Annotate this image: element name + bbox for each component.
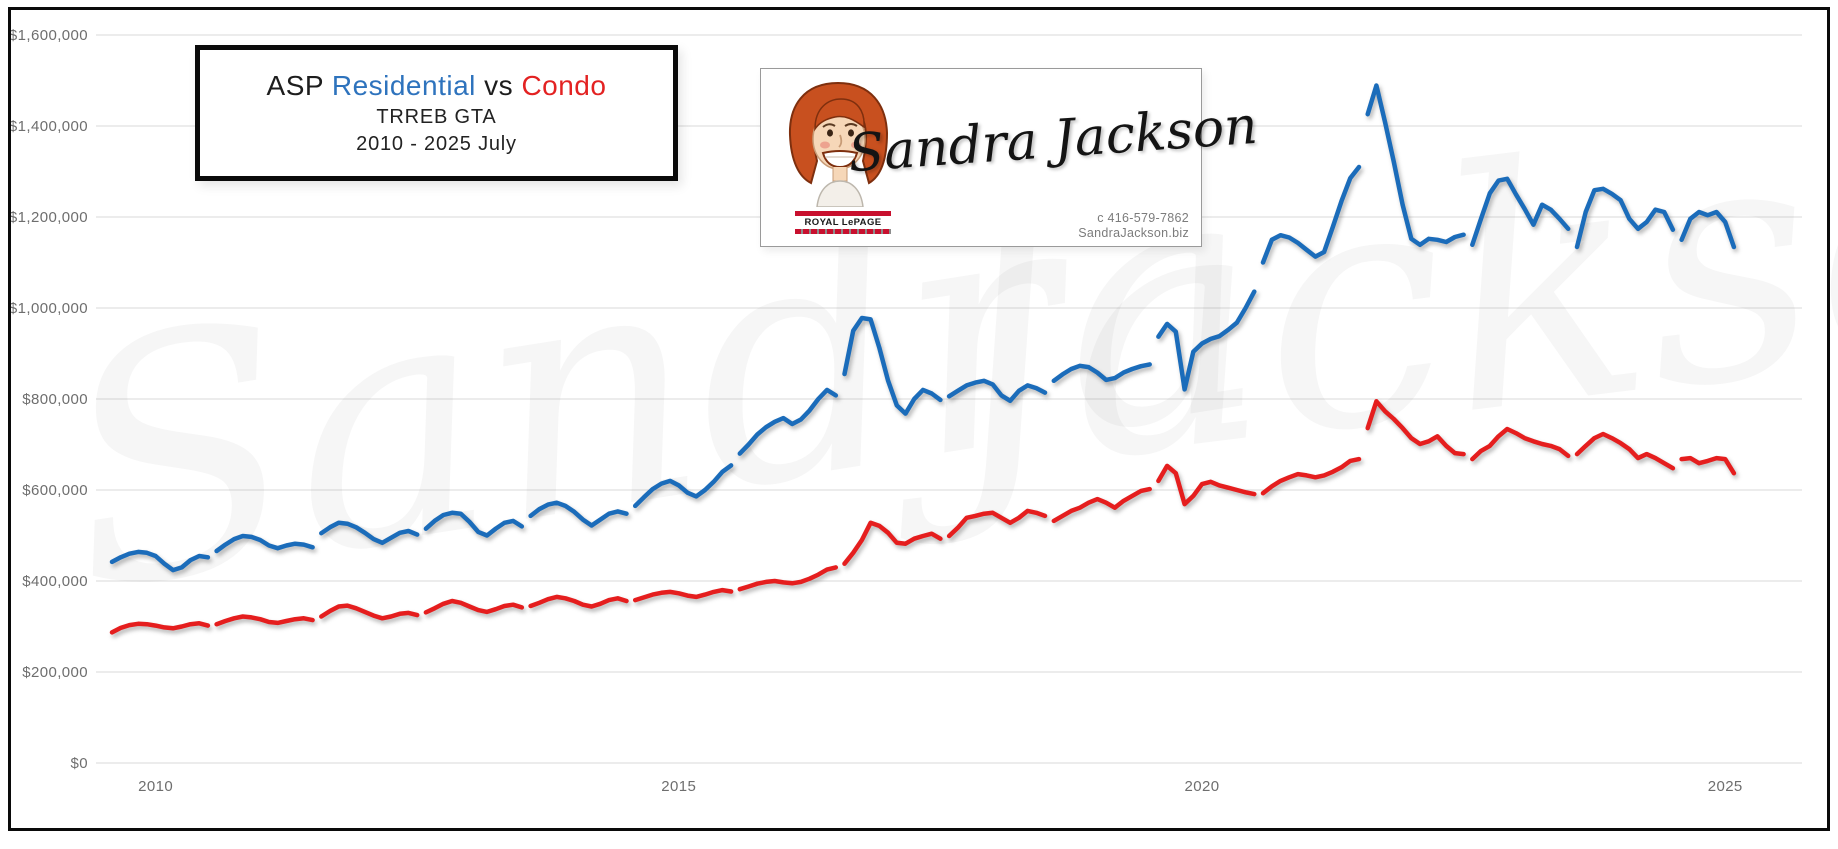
series-condo-segment-2016 bbox=[737, 565, 839, 592]
series-residential-segment-2013 bbox=[423, 510, 525, 538]
series-residential-segment-2012 bbox=[319, 520, 420, 546]
series-residential-segment-2023 bbox=[1470, 176, 1571, 248]
y-axis-tick-label: $600,000 bbox=[22, 482, 88, 499]
series-condo-segment-2013 bbox=[423, 598, 525, 615]
chart-period: 2010 - 2025 July bbox=[356, 133, 517, 155]
x-axis-tick-label: 2020 bbox=[1185, 778, 1220, 795]
series-condo-segment-2017 bbox=[842, 520, 943, 566]
series-residential-segment-2010 bbox=[109, 549, 211, 573]
chart-title-box: ASP Residential vs Condo TRREB GTA 2010 … bbox=[195, 45, 678, 181]
y-axis-tick-label: $200,000 bbox=[22, 664, 88, 681]
series-residential-segment-2021 bbox=[1260, 164, 1362, 265]
series-condo-segment-2010 bbox=[109, 621, 211, 635]
realtor-phone: c 416-579-7862 bbox=[1097, 211, 1189, 225]
series-residential-segment-2020 bbox=[1156, 289, 1257, 392]
y-axis-tick-label: $1,400,000 bbox=[9, 118, 88, 135]
series-condo-segment-2014 bbox=[528, 594, 629, 609]
royal-lepage-bottom-bar bbox=[795, 229, 891, 234]
realtor-caricature-icon bbox=[788, 81, 889, 207]
series-residential-segment-2019 bbox=[1051, 362, 1152, 384]
title-prefix: ASP bbox=[266, 70, 324, 101]
series-residential-segment-2025 bbox=[1679, 209, 1737, 250]
title-condo-label: Condo bbox=[521, 70, 607, 101]
x-axis-tick-label: 2010 bbox=[138, 778, 173, 795]
series-condo-segment-2023 bbox=[1470, 426, 1571, 462]
series-condo-segment-2011 bbox=[214, 614, 315, 627]
x-axis-tick-label: 2025 bbox=[1708, 778, 1743, 795]
series-condo-segment-2024 bbox=[1574, 431, 1676, 471]
series-residential-segment-2015 bbox=[632, 463, 734, 509]
chart-subtitle: TRREB GTA bbox=[376, 106, 497, 128]
royal-lepage-logo: ROYAL LePAGE bbox=[795, 211, 891, 234]
realtor-signature: Sandra Jackson bbox=[846, 95, 1260, 185]
series-residential-segment-2018 bbox=[946, 378, 1048, 404]
series-condo-segment-2022 bbox=[1365, 399, 1466, 457]
series-condo-segment-2025 bbox=[1679, 455, 1737, 476]
series-residential-segment-2011 bbox=[214, 533, 315, 554]
series-condo-segment-2019 bbox=[1051, 486, 1152, 524]
chart-title: ASP Residential vs Condo bbox=[267, 70, 607, 102]
x-axis-tick-label: 2015 bbox=[661, 778, 696, 795]
series-residential-segment-2022 bbox=[1365, 83, 1466, 248]
realtor-logo-box: ROYAL LePAGE Sandra Jackson c 416-579-78… bbox=[760, 68, 1260, 247]
series-condo-segment-2020 bbox=[1156, 463, 1257, 507]
royal-lepage-top-bar bbox=[795, 211, 891, 216]
series-condo-segment-2012 bbox=[319, 603, 420, 621]
series-residential-segment-2017 bbox=[842, 315, 943, 416]
title-residential-label: Residential bbox=[331, 70, 476, 101]
realtor-website: SandraJackson.biz bbox=[1078, 226, 1189, 240]
series-residential-segment-2024 bbox=[1574, 186, 1676, 250]
realtor-contact: c 416-579-7862 SandraJackson.biz bbox=[1078, 211, 1189, 241]
y-axis-tick-label: $1,200,000 bbox=[9, 209, 88, 226]
y-axis-tick-label: $0 bbox=[71, 755, 89, 772]
y-axis-tick-label: $1,600,000 bbox=[9, 27, 88, 44]
y-axis-tick-label: $400,000 bbox=[22, 573, 88, 590]
title-vs: vs bbox=[484, 70, 514, 101]
series-residential-segment-2016 bbox=[737, 387, 839, 456]
series-residential-segment-2014 bbox=[528, 500, 629, 528]
series-condo-segment-2021 bbox=[1260, 456, 1362, 496]
y-axis-tick-label: $1,000,000 bbox=[9, 300, 88, 317]
series-condo-segment-2018 bbox=[946, 508, 1048, 539]
series-condo-segment-2015 bbox=[632, 587, 734, 603]
royal-lepage-wordmark: ROYAL LePAGE bbox=[804, 217, 882, 228]
y-axis-tick-label: $800,000 bbox=[22, 391, 88, 408]
